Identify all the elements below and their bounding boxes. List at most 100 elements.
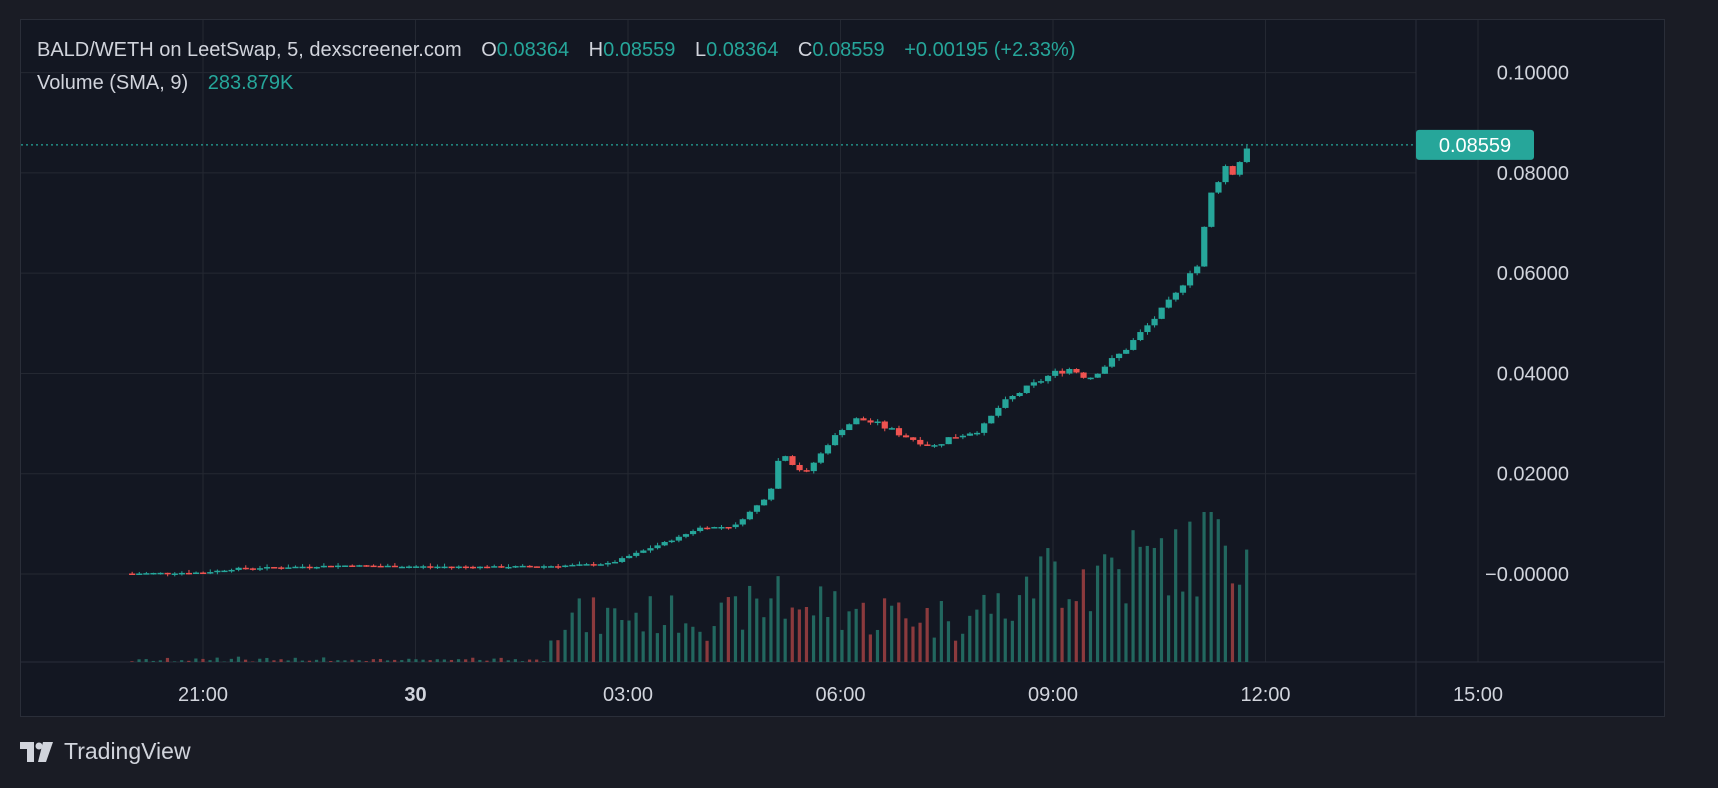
candle [895, 428, 903, 436]
candle [583, 564, 590, 566]
candle [334, 565, 342, 568]
price-tick-label: 0.08000 [1497, 163, 1569, 185]
candle [1123, 349, 1130, 354]
volume-bar [577, 598, 581, 662]
volume-bar [953, 640, 958, 662]
volume-bar [861, 602, 865, 662]
volume-bar [1010, 620, 1014, 662]
price-chart[interactable]: 0.10000 0.08000 0.06000 0.04000 0.02000 −0.00… [21, 20, 1664, 716]
candle [902, 435, 910, 438]
volume-bar [322, 657, 326, 662]
candle [945, 437, 952, 445]
candle [1016, 392, 1023, 397]
volume-bar [180, 660, 184, 662]
volume-bar [229, 658, 233, 662]
candle [384, 565, 391, 568]
volume-bar [783, 618, 787, 662]
candle [775, 460, 782, 489]
volume-bar [1159, 538, 1164, 662]
volume-bar [655, 633, 659, 662]
volume-bar [428, 660, 432, 662]
candle [370, 565, 377, 568]
volume-bar [1145, 545, 1149, 662]
candle [1208, 192, 1215, 227]
candle [413, 566, 420, 568]
last-price-badge [1416, 129, 1534, 160]
volume-bar [272, 660, 276, 662]
chart-frame[interactable]: 0.10000 0.08000 0.06000 0.04000 0.02000 −0.00… [20, 19, 1665, 717]
time-tick-label: 15:00 [1453, 684, 1503, 706]
volume-bar [1110, 557, 1114, 662]
volume-bar [172, 661, 177, 662]
candle [469, 566, 477, 569]
volume-bar [343, 660, 347, 662]
candle [1059, 370, 1066, 374]
candle [725, 527, 732, 529]
candle [689, 531, 697, 535]
candle [136, 573, 143, 575]
candle [988, 415, 995, 424]
candle [1165, 299, 1172, 308]
brand-name: TradingView [64, 738, 191, 764]
volume-bar [854, 608, 858, 662]
volume-bar [201, 658, 205, 662]
candle [846, 424, 853, 431]
volume-bar [698, 631, 702, 662]
candle [697, 527, 704, 532]
volume-bar [570, 612, 574, 662]
volume-bar [1223, 545, 1227, 662]
volume-bar [918, 622, 922, 662]
volume-bar [499, 657, 503, 662]
candle [1137, 332, 1144, 341]
volume-bar [1216, 519, 1220, 662]
volume-bar [1053, 561, 1057, 662]
volume-bar [464, 659, 468, 662]
candle [299, 566, 306, 569]
volume-bar [215, 657, 219, 662]
candle [746, 511, 753, 520]
candle [306, 566, 313, 569]
candle [633, 552, 640, 556]
candle [959, 435, 966, 438]
volume-bar [286, 660, 290, 662]
volume-bar [826, 617, 830, 662]
volume-bar [840, 629, 844, 662]
candle [150, 572, 157, 575]
volume-bar [1202, 512, 1206, 662]
candle [590, 564, 597, 566]
volume-bar [1166, 595, 1171, 662]
tradingview-brand[interactable]: TradingView [20, 738, 191, 765]
volume-bar [279, 659, 283, 662]
legend-low-value: 0.08364 [706, 39, 779, 61]
candle [647, 548, 654, 551]
candle [981, 423, 988, 433]
volume-bar [1060, 607, 1064, 662]
time-tick-label: 21:00 [178, 684, 228, 706]
volume-bar [769, 598, 773, 662]
candle [434, 566, 441, 569]
volume-bar [393, 659, 397, 662]
candle [881, 421, 888, 429]
volume-bar [882, 598, 887, 662]
legend-high-label: H [588, 39, 604, 61]
candle [1151, 318, 1158, 326]
volume-bar [1088, 611, 1093, 662]
candle [1229, 166, 1236, 175]
volume-bar [478, 659, 482, 662]
candle [618, 558, 626, 562]
candle [966, 433, 974, 436]
price-tick-label: 0.10000 [1497, 63, 1569, 85]
volume-bar [165, 657, 170, 662]
volume-bar [819, 586, 823, 662]
candle [292, 566, 299, 569]
volume-bar [627, 620, 631, 662]
candle [1186, 273, 1194, 286]
candle [207, 572, 214, 574]
candle [157, 572, 164, 575]
volume-bar [691, 626, 695, 662]
volume-bar [996, 593, 1000, 662]
volume-bar [520, 661, 525, 662]
time-tick-label: 09:00 [1028, 684, 1078, 706]
volume-bar [1131, 530, 1135, 662]
volume-bar [378, 658, 383, 662]
